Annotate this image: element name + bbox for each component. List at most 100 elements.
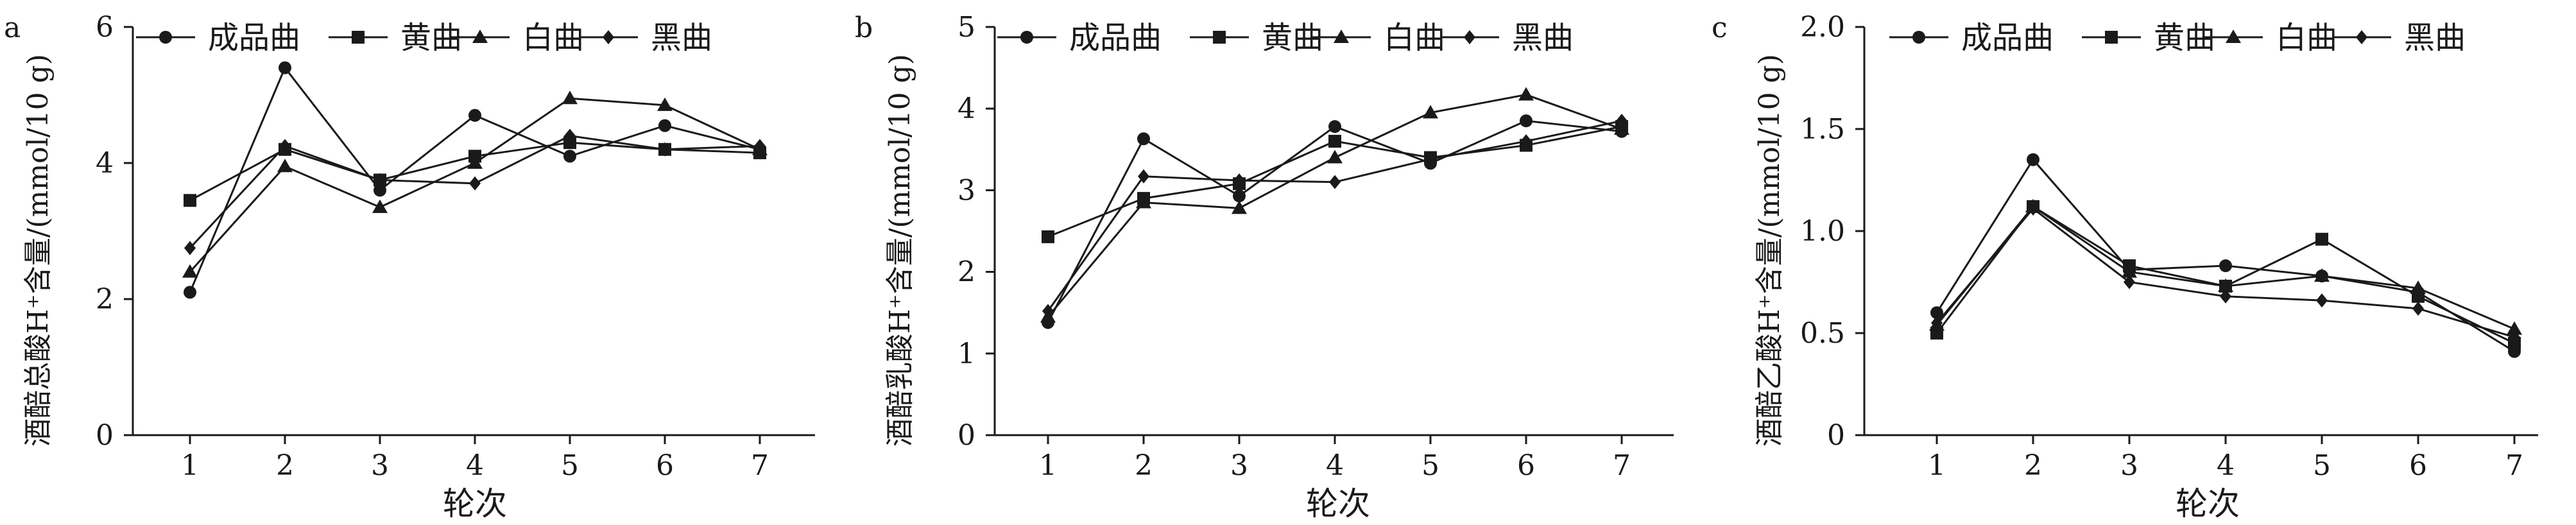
panel-a-data-point xyxy=(467,155,483,169)
panel-a-legend-marker xyxy=(159,31,172,44)
panel-b-data-point xyxy=(1616,114,1627,128)
panel-b-data-point xyxy=(1614,121,1629,135)
panel-b-data-point xyxy=(1425,152,1436,167)
panel-b-legend-marker xyxy=(1213,31,1226,44)
panel-a-x-tick-label: 4 xyxy=(466,449,484,482)
panel-b-x-tick-label: 3 xyxy=(1230,449,1248,482)
panel-a-data-point xyxy=(374,173,386,187)
panel-a-data-point xyxy=(562,90,578,105)
panel-a-legend-marker xyxy=(472,30,488,43)
panel-c-x-tick-label: 7 xyxy=(2505,449,2523,482)
panel-b-data-point xyxy=(1423,105,1438,119)
panel-b-x-tick-label: 7 xyxy=(1613,449,1631,482)
panel-a-label: a xyxy=(4,12,21,44)
panel-a-data-point xyxy=(659,142,671,157)
panel-a-y-tick-label: 2 xyxy=(96,283,114,316)
panel-a-data-point xyxy=(279,139,291,153)
panel-a-x-tick-label: 2 xyxy=(276,449,294,482)
panel-c-x-tick-label: 2 xyxy=(2024,449,2042,482)
panel-c-y-tick-label: 0 xyxy=(1827,419,1845,452)
panel-c-y-axis-label: 酒醅乙酸H⁺含量/(mmol/10 g) xyxy=(1753,54,1786,447)
panel-c-legend-label: 白曲 xyxy=(2276,20,2337,56)
panel-c-x-tick-label: 4 xyxy=(2217,449,2235,482)
panel-c-data-point xyxy=(2509,330,2520,345)
panel-a-x-tick-label: 1 xyxy=(181,449,199,482)
panel-a-data-point xyxy=(658,119,671,132)
panel-c-x-tick-label: 6 xyxy=(2409,449,2427,482)
panel-b-x-tick-label: 2 xyxy=(1135,449,1153,482)
panel-a-data-point xyxy=(469,176,481,191)
panel-c-x-tick-label: 3 xyxy=(2120,449,2138,482)
panel-a-x-tick-label: 6 xyxy=(656,449,674,482)
panel-c-y-tick-label: 0.5 xyxy=(1800,317,1845,350)
panel-a-x-axis-label: 轮次 xyxy=(443,485,507,522)
panel-c-data-point xyxy=(2027,202,2039,216)
panel-b-data-point xyxy=(1328,120,1341,133)
chart-a: a 酒醅总酸H⁺含量/(mmol/10 g) 轮次 0 2 4 6 1 2 3 4 5 6 7 成品曲… xyxy=(4,11,815,522)
panel-b-y-tick-label: 4 xyxy=(957,92,975,125)
panel-b-x-tick-label: 6 xyxy=(1517,449,1535,482)
panel-b-y-tick-label: 1 xyxy=(957,338,975,370)
panel-a-legend-marker xyxy=(352,31,365,44)
panel-b-data-point xyxy=(1136,194,1151,209)
panel-b-data-point xyxy=(1233,189,1246,203)
panel-b-legend-marker xyxy=(1464,30,1475,44)
panel-c-data-point xyxy=(2316,293,2328,308)
panel-a-x-tick-label: 5 xyxy=(561,449,579,482)
panel-b-y-tick-label: 5 xyxy=(957,11,975,44)
panel-a-data-point xyxy=(754,139,766,153)
panel-b-data-point xyxy=(1327,150,1343,164)
panel-c-legend-marker xyxy=(2226,30,2241,43)
chart-b: b 酒醅乳酸H⁺含量/(mmol/10 g) 轮次 0 1 2 3 4 5 1 2 3 4 5 6 7 成… xyxy=(855,11,1674,522)
panel-a-legend-marker xyxy=(603,30,614,44)
panel-b-x-axis-label: 轮次 xyxy=(1306,485,1370,522)
chart-c: c 酒醅乙酸H⁺含量/(mmol/10 g) 轮次 0 0.5 1.0 1.5 2.0 1… xyxy=(1712,11,2538,522)
panel-a-y-tick-label: 0 xyxy=(96,419,114,452)
panel-c-legend-marker xyxy=(2105,31,2118,44)
panel-c-legend-label: 黑曲 xyxy=(2404,20,2466,56)
panel-a-legend-label: 成品曲 xyxy=(208,20,300,56)
panel-b-data-point xyxy=(1518,87,1534,101)
panel-b-label: b xyxy=(855,12,873,44)
panel-a-data-point xyxy=(277,159,293,173)
panel-a-data-point xyxy=(468,108,481,122)
panel-c-data-point xyxy=(1930,306,1943,320)
panel-b-data-point xyxy=(1520,114,1533,128)
panel-c-x-axis-label: 轮次 xyxy=(2176,485,2240,522)
panel-b-legend-label: 成品曲 xyxy=(1069,20,1162,56)
panel-a-data-point xyxy=(657,97,673,111)
panel-a-legend-label: 白曲 xyxy=(522,20,584,56)
panel-b-data-point xyxy=(1329,175,1341,189)
panel-b-y-tick-label: 2 xyxy=(957,256,975,289)
panel-c-data-point xyxy=(2507,321,2522,335)
panel-b-legend-label: 白曲 xyxy=(1384,20,1445,56)
panel-c-label: c xyxy=(1712,12,1728,44)
panel-c-data-point xyxy=(2027,153,2039,166)
panel-c-data-point xyxy=(2315,232,2328,246)
panel-c-data-point xyxy=(2122,264,2137,278)
panel-a-data-point xyxy=(184,241,196,255)
panel-a-data-point xyxy=(184,194,196,207)
panel-c-data-point xyxy=(2124,275,2135,289)
panel-b-data-point xyxy=(1233,173,1245,188)
panel-a-data-point xyxy=(564,128,576,143)
panel-a-data-point xyxy=(563,150,576,163)
panel-a-data-point xyxy=(372,199,388,213)
panel-c-legend-marker xyxy=(1912,31,1925,44)
panel-c-data-point xyxy=(2410,280,2426,295)
panel-a-legend-label: 黑曲 xyxy=(651,20,712,56)
panel-a-x-tick-label: 7 xyxy=(751,449,769,482)
panel-b-data-point xyxy=(1328,135,1341,148)
panel-b-x-tick-label: 5 xyxy=(1421,449,1439,482)
panel-a-y-tick-label: 4 xyxy=(96,147,114,180)
panel-a-data-point xyxy=(184,286,196,299)
panel-a-x-tick-label: 3 xyxy=(371,449,389,482)
panel-c-x-tick-label: 5 xyxy=(2313,449,2331,482)
panel-b-data-point xyxy=(1042,230,1054,243)
panel-c-data-point xyxy=(2219,259,2232,273)
